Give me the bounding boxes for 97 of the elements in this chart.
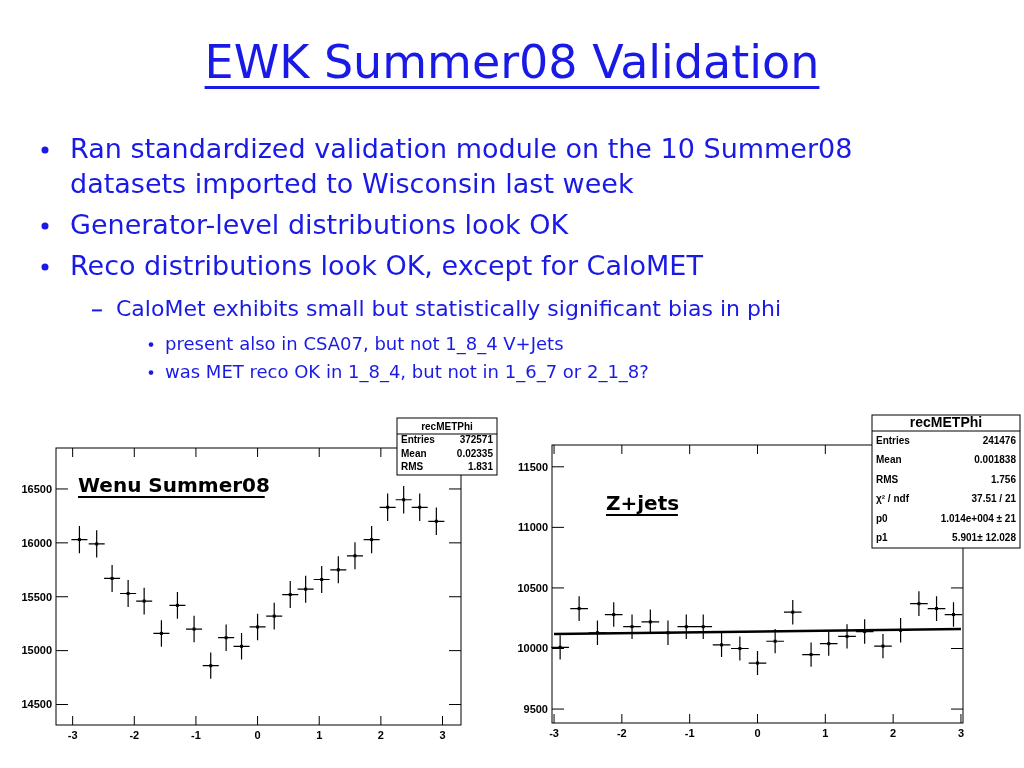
point (272, 614, 276, 618)
annotation: RMS (876, 473, 899, 485)
y-tick-label: 16000 (21, 536, 52, 549)
point (684, 625, 688, 629)
point (336, 568, 340, 572)
point (595, 631, 599, 635)
text: 372571 (459, 433, 494, 445)
point (110, 576, 114, 580)
point (845, 634, 849, 638)
x-tick-label: 0 (254, 729, 261, 741)
point (701, 625, 705, 629)
point (952, 613, 956, 617)
y-tick-label: 15000 (21, 644, 52, 657)
point (935, 607, 939, 611)
text: was MET reco OK in 1_8_4, but not in 1_6_7 or 2_1_8? (165, 361, 649, 383)
text: 1.756 (990, 473, 1017, 485)
y-tick-label: 15500 (21, 590, 52, 603)
point (418, 505, 422, 509)
x-tick-label: 2 (377, 729, 384, 741)
x-tick-label: -1 (684, 727, 695, 739)
x-tick-label: -1 (191, 729, 201, 741)
point (320, 577, 324, 581)
point (402, 498, 406, 502)
point (386, 505, 390, 509)
point (304, 587, 308, 591)
point (666, 631, 670, 635)
point (738, 647, 742, 650)
text: Entries (401, 433, 436, 445)
text: 1.831 (467, 461, 494, 473)
x-tick-label: -2 (129, 729, 140, 741)
y-tick-label: 9500 (523, 702, 548, 715)
y-tick-label: 10000 (517, 642, 548, 655)
annotation: p1 (876, 532, 889, 544)
x-tick-label: 1 (316, 729, 323, 741)
text: Ran standardized validation module on the 10 Summer08 datasets imported to Wisconsin last week (70, 133, 853, 199)
annotation: RMS (401, 461, 424, 473)
text: recMETPhi (421, 421, 474, 432)
y-tick-label: 16500 (21, 482, 52, 495)
point (648, 620, 652, 624)
point (612, 613, 616, 617)
text: Z+jets (606, 491, 680, 515)
point (577, 607, 581, 611)
text: 0.001838 (974, 454, 1017, 466)
point (142, 599, 146, 603)
x-tick-label: 3 (957, 727, 965, 739)
annotation: χ² / ndf (876, 493, 910, 505)
point (899, 628, 903, 632)
point (159, 631, 163, 635)
y-tick-label: 11000 (518, 521, 548, 534)
annotation: Mean (401, 447, 427, 459)
text: recMETPhi (909, 414, 983, 430)
point (917, 602, 921, 606)
point (209, 664, 213, 668)
annotation: 0.02335 (456, 447, 494, 459)
point (175, 603, 179, 607)
point (434, 519, 438, 523)
point (827, 642, 831, 646)
annotation: Mean (876, 454, 902, 466)
text: present also in CSA07, but not 1_8_4 V+Jets (165, 333, 564, 355)
x-tick-label: 3 (439, 729, 446, 741)
x-tick-label: 0 (754, 727, 761, 739)
y-tick-label: 10500 (517, 581, 548, 594)
point (77, 538, 81, 542)
point (353, 554, 357, 558)
y-tick-label: 14500 (21, 698, 52, 711)
point (224, 636, 228, 640)
point (240, 644, 244, 648)
point (756, 661, 759, 665)
text: EWK Summer08 Validation (204, 35, 820, 89)
annotation: p0 (876, 512, 889, 524)
point (95, 542, 99, 546)
x-tick-label: -3 (67, 729, 78, 741)
point (791, 610, 795, 614)
text: Reco distributions look OK, except for CaloMET (70, 250, 704, 281)
point (630, 625, 634, 629)
annotation: 1.014e+004 ± 21 (940, 512, 1017, 524)
point (773, 639, 777, 643)
point (256, 625, 260, 629)
x-tick-label: -2 (616, 727, 627, 739)
text: 241476 (982, 434, 1017, 446)
annotation: 5.901± 12.028 (952, 532, 1017, 544)
text: Wenu Summer08 (78, 473, 270, 497)
point (720, 643, 724, 647)
point (881, 644, 885, 648)
y-tick-label: 11500 (518, 460, 548, 473)
text: CaloMet exhibits small but statistically significant bias in phi (116, 296, 782, 321)
x-tick-label: 2 (890, 727, 897, 739)
x-tick-label: -3 (549, 727, 559, 739)
annotation: Entries (876, 434, 911, 446)
point (288, 593, 292, 597)
text: 37.51 / 21 (971, 493, 1017, 505)
point (126, 592, 130, 596)
text: Generator-level distributions look OK (70, 209, 570, 240)
point (809, 653, 813, 657)
x-tick-label: 1 (822, 727, 829, 739)
point (192, 627, 196, 631)
point (370, 538, 374, 542)
